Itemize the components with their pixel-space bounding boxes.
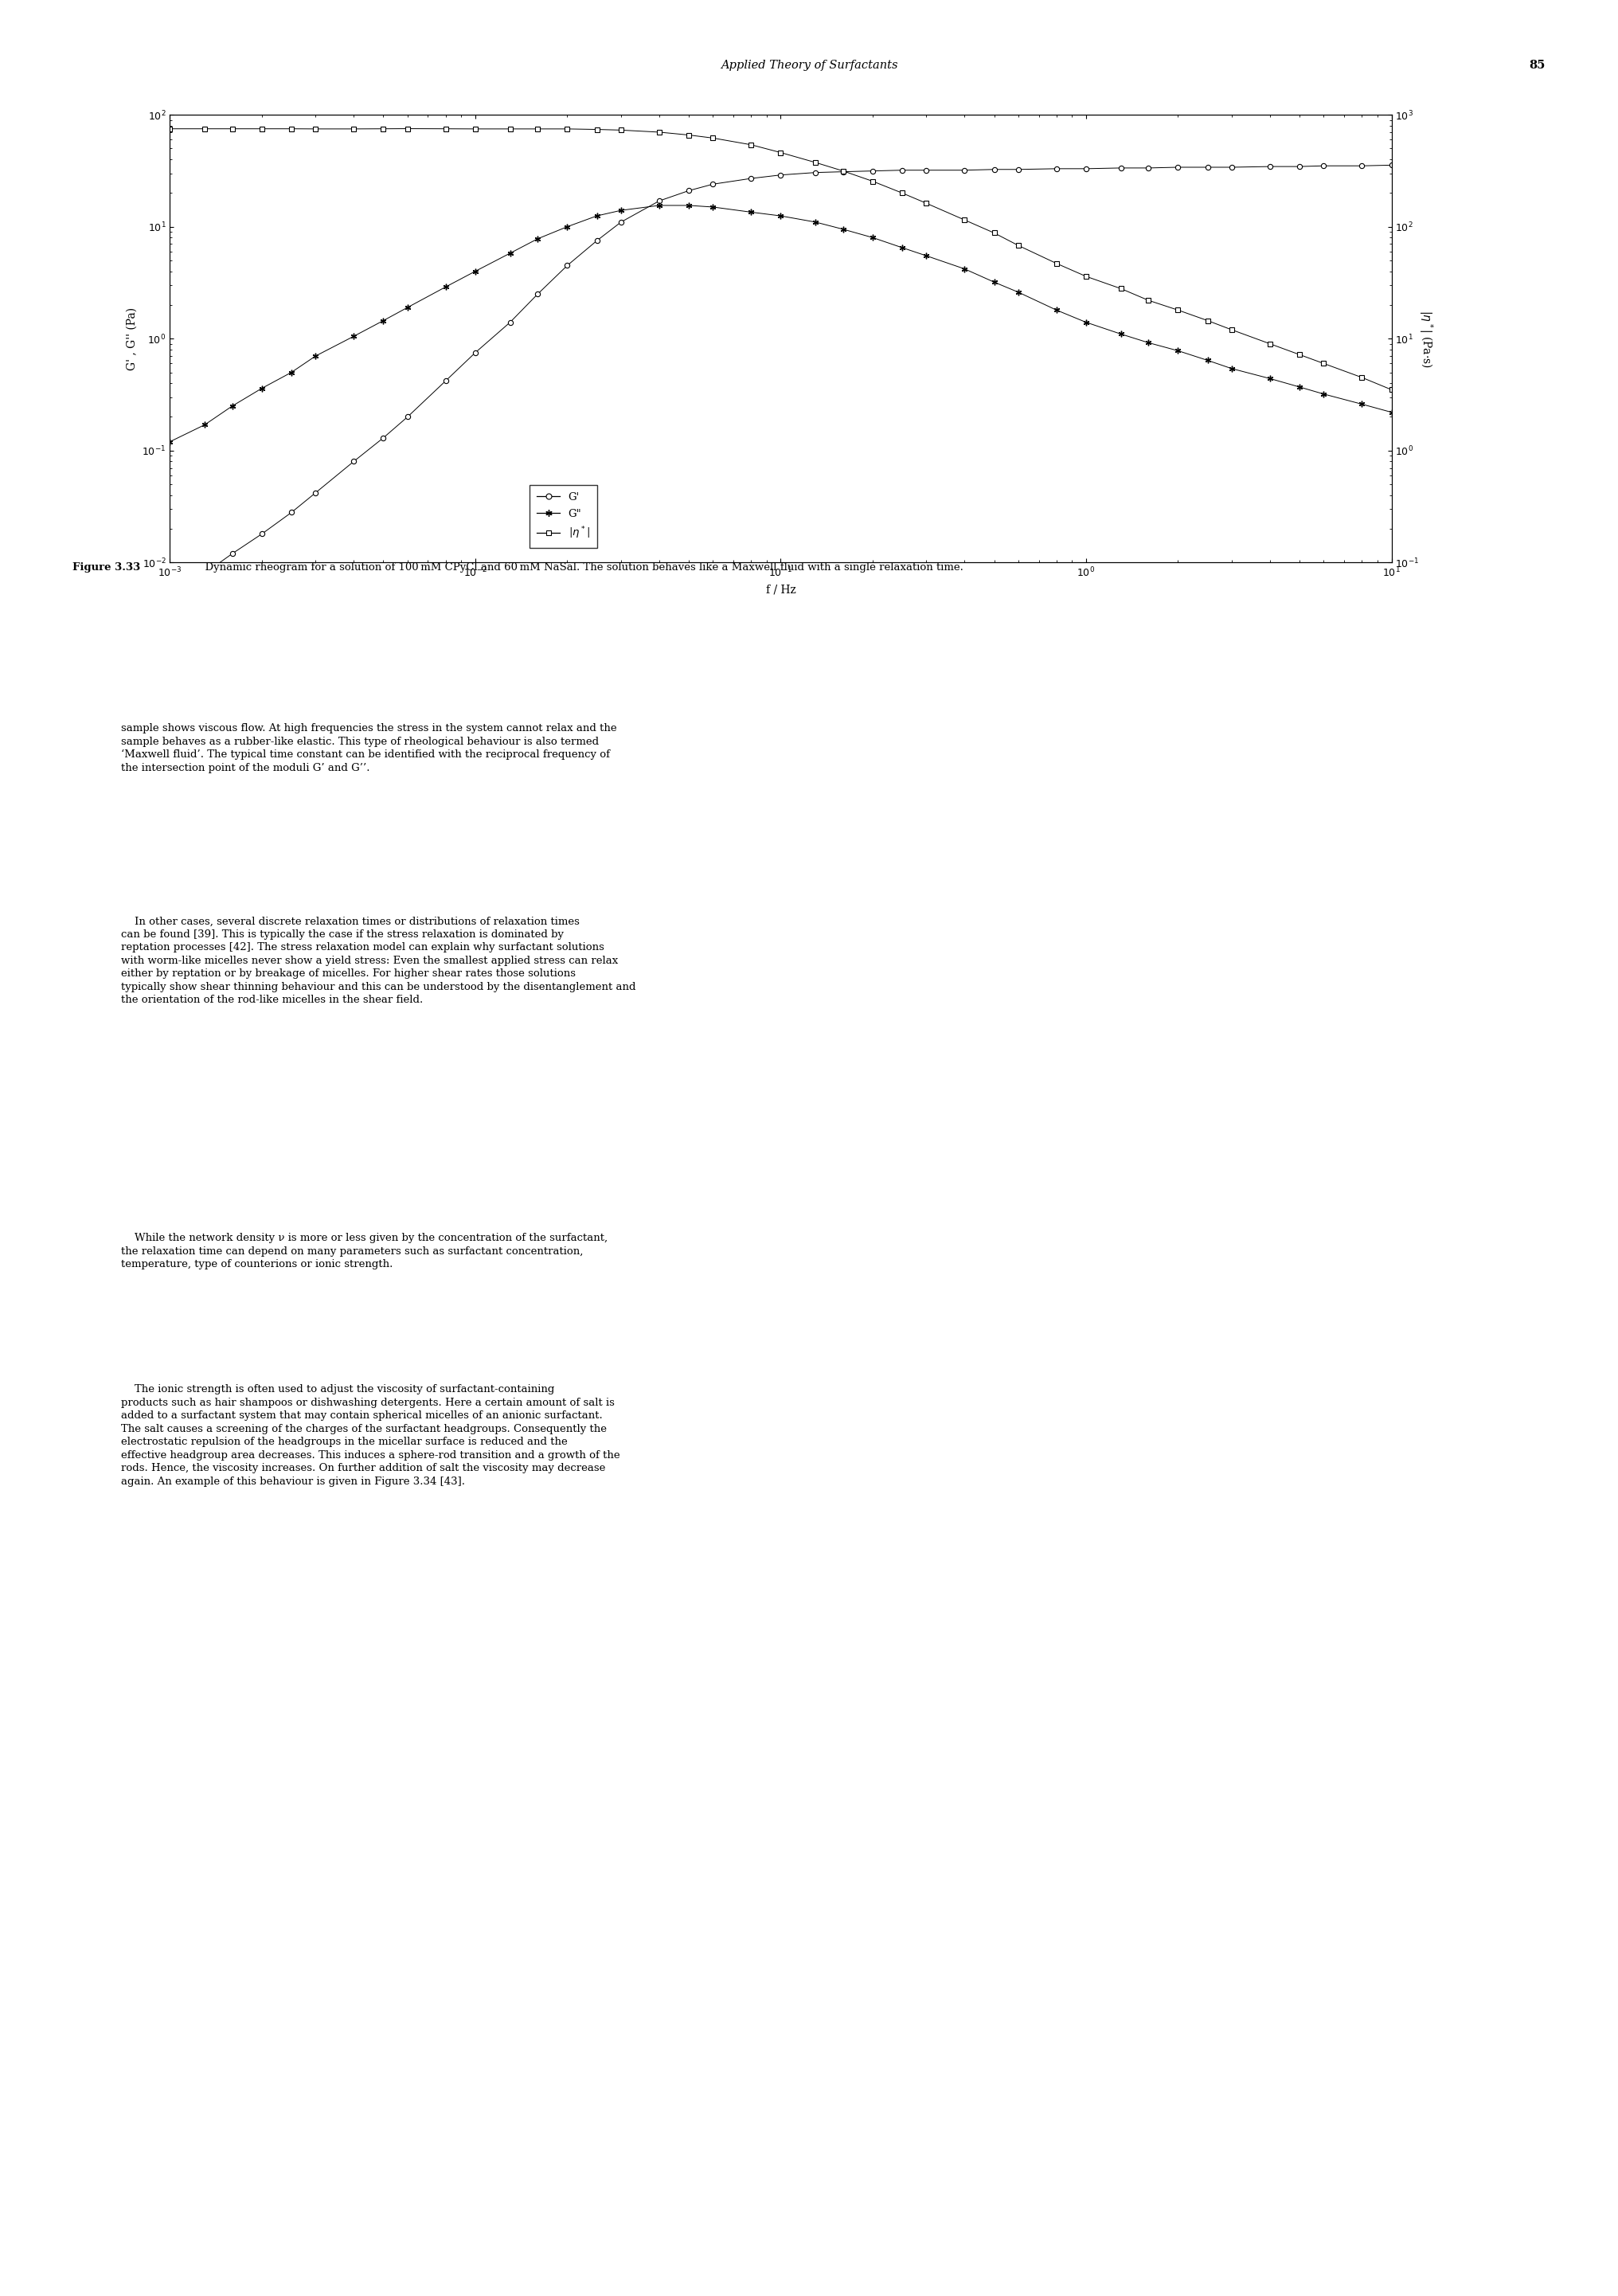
Y-axis label: |$\eta^*$| (Pa$\cdot$s): |$\eta^*$| (Pa$\cdot$s)	[1417, 310, 1435, 367]
Text: sample shows viscous flow. At high frequencies the stress in the system cannot r: sample shows viscous flow. At high frequ…	[121, 723, 616, 774]
X-axis label: f / Hz: f / Hz	[765, 583, 796, 595]
Text: Applied Theory of Surfactants: Applied Theory of Surfactants	[720, 60, 898, 71]
Text: While the network density ν is more or less given by the concentration of the su: While the network density ν is more or l…	[121, 1233, 608, 1270]
Y-axis label: G' , G'' (Pa): G' , G'' (Pa)	[126, 308, 138, 370]
Text: Dynamic rheogram for a solution of 100 mM CPyCl and 60 mM NaSal. The solution be: Dynamic rheogram for a solution of 100 m…	[197, 563, 963, 574]
Text: 85: 85	[1529, 60, 1545, 71]
Legend: G', G", |$\eta^*$|: G', G", |$\eta^*$|	[529, 484, 597, 549]
Text: Figure 3.33: Figure 3.33	[73, 563, 141, 574]
Text: In other cases, several discrete relaxation times or distributions of relaxation: In other cases, several discrete relaxat…	[121, 916, 636, 1006]
Text: The ionic strength is often used to adjust the viscosity of surfactant-containin: The ionic strength is often used to adju…	[121, 1384, 620, 1488]
